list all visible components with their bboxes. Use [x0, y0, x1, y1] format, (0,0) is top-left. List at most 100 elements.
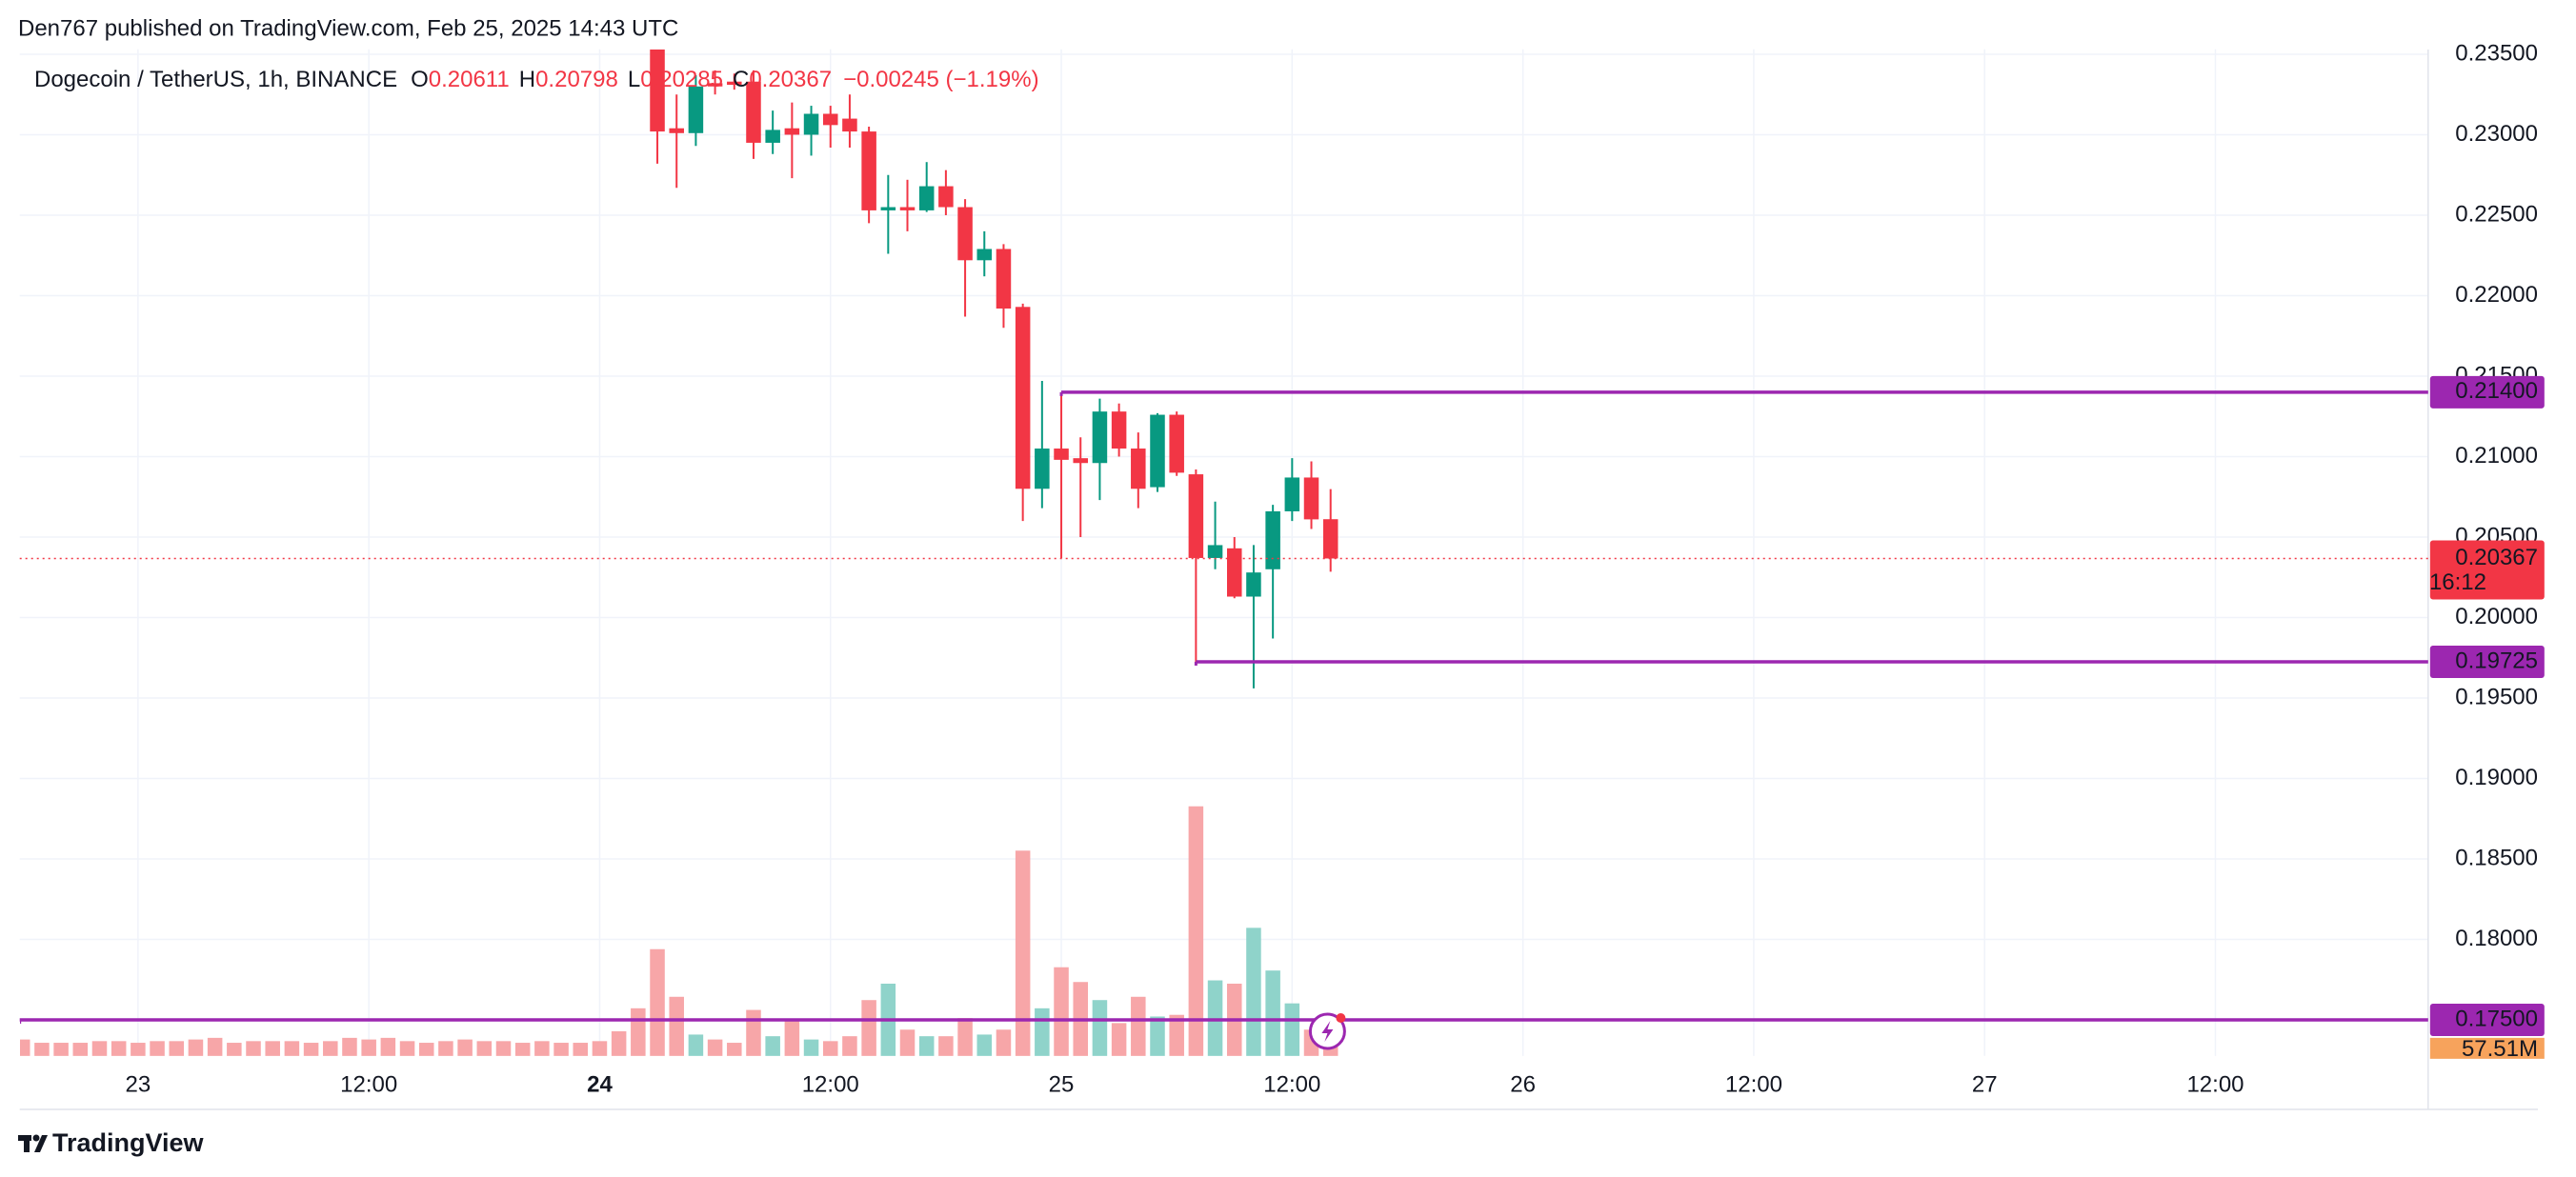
- candle-body: [650, 50, 665, 132]
- candle-body: [1226, 548, 1242, 597]
- candle-body: [727, 81, 742, 86]
- x-tick-label: 12:00: [1725, 1071, 1782, 1097]
- volume-bar: [1207, 980, 1223, 1056]
- candle-body: [1111, 411, 1127, 449]
- volume-label: 57.51M: [2462, 1036, 2538, 1062]
- volume-bar: [418, 1043, 434, 1056]
- alert-icon-bolt: [1321, 1020, 1334, 1042]
- candle-body: [861, 131, 876, 210]
- volume-bar: [1111, 1023, 1127, 1056]
- ohlc-key: O: [411, 67, 429, 92]
- level-label-box: [2429, 375, 2545, 409]
- plot: [20, 50, 1338, 1056]
- y-tick-label: 0.23000: [2455, 121, 2538, 147]
- candle-body: [1322, 519, 1338, 559]
- candle-body: [1188, 474, 1204, 558]
- y-tick-label: 0.20000: [2455, 604, 2538, 629]
- volume-bar: [303, 1043, 319, 1056]
- candle-body: [880, 207, 896, 210]
- candle-body: [1073, 458, 1088, 464]
- volume-bar: [207, 1037, 223, 1056]
- candle-body: [1246, 572, 1261, 597]
- volume-bar: [246, 1041, 261, 1056]
- volume-bar: [514, 1043, 531, 1056]
- volume-bar: [188, 1039, 204, 1056]
- candle-body: [822, 113, 838, 126]
- current-price-label: 0.20367: [2455, 545, 2538, 570]
- candle-body: [803, 113, 819, 135]
- volume-bar: [765, 1036, 780, 1056]
- volume-bar: [899, 1029, 916, 1056]
- candle-body: [707, 83, 723, 87]
- candle-body: [688, 86, 704, 133]
- brand-logo: [18, 1134, 48, 1152]
- countdown: 16:12: [2429, 569, 2486, 595]
- volume-bar: [1150, 1016, 1165, 1056]
- level-label: 0.19725: [2455, 648, 2538, 673]
- volume-bar: [227, 1043, 242, 1056]
- volume-bar: [1169, 1014, 1184, 1056]
- candle-body: [1035, 449, 1050, 489]
- candle-body: [746, 81, 761, 143]
- y-tick-label: 0.21000: [2455, 443, 2538, 469]
- ohlc-value: 0.20285: [640, 67, 723, 92]
- candle-body: [938, 186, 954, 208]
- candle-body: [1265, 510, 1280, 569]
- level-label-box: [2429, 1003, 2545, 1036]
- volume-bar: [803, 1039, 819, 1056]
- volume-bar: [784, 1019, 800, 1056]
- volume-bar: [592, 1041, 608, 1056]
- y-tick-label: 0.22000: [2455, 282, 2538, 308]
- volume-bar: [1131, 996, 1146, 1056]
- brand: TradingView: [52, 1128, 205, 1157]
- candle-body: [669, 128, 684, 133]
- x-tick-label: 12:00: [340, 1071, 397, 1097]
- candle-body: [1150, 414, 1165, 488]
- ohlc-key: H: [519, 67, 535, 92]
- candle-body: [1131, 449, 1146, 489]
- volume-bar: [169, 1041, 185, 1056]
- alert-dot: [1336, 1012, 1346, 1023]
- legend-line: Dogecoin / TetherUS, 1h, BINANCE O0.20611…: [34, 67, 1039, 92]
- change-value: −0.00245 (−1.19%): [843, 67, 1039, 92]
- ohlc-value: 0.20367: [749, 67, 832, 92]
- volume-bar: [1092, 1000, 1108, 1056]
- volume-bar: [361, 1039, 376, 1056]
- volume-bar: [822, 1041, 838, 1056]
- candle-body: [1207, 545, 1223, 558]
- volume-bar: [1054, 967, 1069, 1056]
- volume-bar: [842, 1036, 857, 1056]
- volume-bar: [727, 1043, 742, 1056]
- volume-bar: [611, 1030, 627, 1056]
- volume-bar: [669, 996, 684, 1056]
- volume-bar: [131, 1043, 146, 1056]
- price-label-box: [2429, 540, 2545, 600]
- candle-body: [899, 207, 916, 210]
- volume-bar: [650, 948, 665, 1056]
- ohlc-key: L: [628, 67, 640, 92]
- candle-body: [1092, 411, 1108, 464]
- candle-body: [976, 249, 993, 261]
- volume-bar: [34, 1043, 50, 1056]
- volume-bar: [457, 1039, 473, 1056]
- volume-bar: [1265, 970, 1280, 1056]
- volume-bar: [1188, 806, 1204, 1056]
- y-tick-label: 0.23500: [2455, 40, 2538, 66]
- volume-bar: [150, 1041, 165, 1056]
- volume-bar: [707, 1039, 723, 1056]
- volume-bar: [20, 1039, 30, 1056]
- volume-bar: [1015, 850, 1031, 1056]
- y-tick-label: 0.19000: [2455, 765, 2538, 790]
- x-tick-label: 26: [1510, 1071, 1536, 1097]
- x-tick-label: 24: [587, 1071, 613, 1097]
- volume-bar: [1035, 1007, 1050, 1056]
- volume-bar: [265, 1041, 280, 1056]
- y-tick-label: 0.18000: [2455, 926, 2538, 951]
- x-tick-label: 12:00: [1263, 1071, 1320, 1097]
- volume-bar: [534, 1041, 550, 1056]
- candle-body: [765, 130, 780, 143]
- volume-bar: [861, 1000, 876, 1056]
- volume-bar: [938, 1036, 954, 1056]
- volume-bar: [91, 1041, 108, 1056]
